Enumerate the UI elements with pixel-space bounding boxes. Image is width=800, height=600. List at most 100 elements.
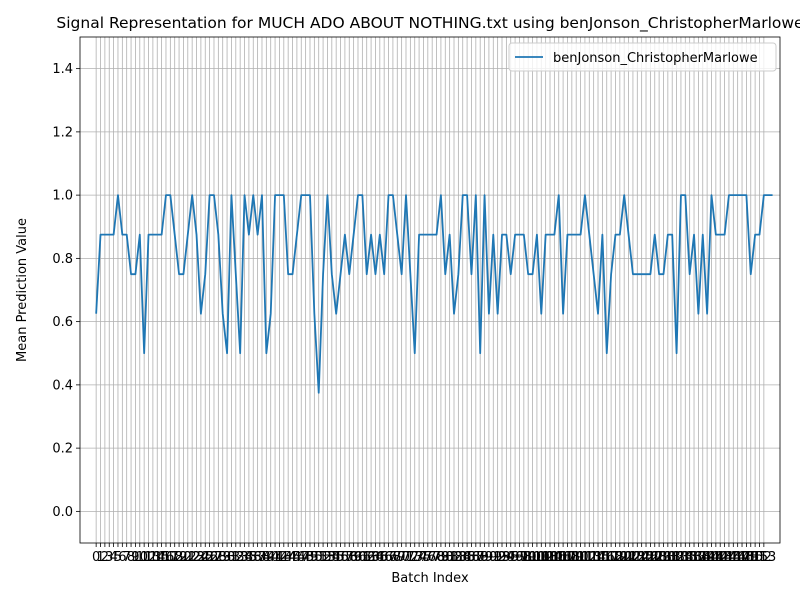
x-tick-label: 41 <box>267 550 284 565</box>
x-tick-label: 71 <box>398 550 415 565</box>
x-tick-label: 68 <box>385 550 402 565</box>
x-tick-label: 25 <box>197 550 214 565</box>
x-tick-label: 75 <box>415 550 432 565</box>
x-tick-label: 117 <box>594 550 619 565</box>
x-tick-label: 47 <box>293 550 310 565</box>
x-tick-label: 24 <box>193 550 210 565</box>
x-tick-label: 132 <box>660 550 685 565</box>
y-tick-label: 0.8 <box>52 252 73 267</box>
x-tick-label: 83 <box>450 550 467 565</box>
x-tick-label: 10 <box>132 550 149 565</box>
x-tick-label: 104 <box>538 550 563 565</box>
x-tick-label: 105 <box>542 550 567 565</box>
x-tick-label: 93 <box>494 550 511 565</box>
x-tick-label: 121 <box>612 550 637 565</box>
x-tick-label: 36 <box>245 550 262 565</box>
x-tick-label: 141 <box>699 550 724 565</box>
x-tick-label: 19 <box>171 550 188 565</box>
x-tick-label: 143 <box>708 550 733 565</box>
x-tick-label: 32 <box>228 550 245 565</box>
x-tick-label: 96 <box>507 550 524 565</box>
x-tick-label: 136 <box>677 550 702 565</box>
x-tick-label: 46 <box>289 550 306 565</box>
x-tick-label: 133 <box>664 550 689 565</box>
x-tick-label: 20 <box>175 550 192 565</box>
x-tick-label: 77 <box>424 550 441 565</box>
x-tick-label: 85 <box>459 550 476 565</box>
legend-box <box>508 42 777 72</box>
x-tick-label: 122 <box>616 550 641 565</box>
x-tick-label: 44 <box>280 550 297 565</box>
x-tick-label: 67 <box>380 550 397 565</box>
x-tick-label: 26 <box>201 550 218 565</box>
x-tick-label: 101 <box>525 550 550 565</box>
x-tick-label: 144 <box>712 550 737 565</box>
x-tick-label: 34 <box>236 550 253 565</box>
x-tick-label: 113 <box>577 550 602 565</box>
x-tick-label: 119 <box>603 550 628 565</box>
x-tick-label: 115 <box>586 550 611 565</box>
x-tick-label: 30 <box>219 550 236 565</box>
x-tick-label: 58 <box>341 550 358 565</box>
x-tick-label: 5 <box>114 550 122 565</box>
series-layer <box>95 194 773 394</box>
x-tick-label: 128 <box>642 550 667 565</box>
x-tick-label: 12 <box>140 550 157 565</box>
x-tick-label: 39 <box>258 550 275 565</box>
x-tick-label: 81 <box>441 550 458 565</box>
x-tick-label: 59 <box>345 550 362 565</box>
x-tick-label: 138 <box>686 550 711 565</box>
x-tick-label: 89 <box>476 550 493 565</box>
x-tick-label: 91 <box>485 550 502 565</box>
x-tick-label: 130 <box>651 550 676 565</box>
x-tick-label: 97 <box>511 550 528 565</box>
y-axis-title: Mean Prediction Value <box>15 218 30 362</box>
x-tick-label: 78 <box>428 550 445 565</box>
x-tick-label: 23 <box>188 550 205 565</box>
x-tick-label: 149 <box>734 550 759 565</box>
x-tick-label: 116 <box>590 550 615 565</box>
x-tick-label: 126 <box>634 550 659 565</box>
x-tick-label: 88 <box>472 550 489 565</box>
x-tick-label: 145 <box>717 550 742 565</box>
x-tick-label: 152 <box>747 550 772 565</box>
x-tick-label: 140 <box>695 550 720 565</box>
x-tick-label: 70 <box>393 550 410 565</box>
y-tick-label: 0.2 <box>52 442 73 457</box>
x-tick-label: 4 <box>109 550 117 565</box>
x-tick-label: 48 <box>297 550 314 565</box>
x-tick-label: 73 <box>406 550 423 565</box>
x-tick-label: 27 <box>206 550 223 565</box>
x-tick-label: 124 <box>625 550 650 565</box>
x-tick-label: 129 <box>647 550 672 565</box>
x-tick-label: 64 <box>367 550 384 565</box>
x-tick-label: 120 <box>607 550 632 565</box>
x-tick-label: 146 <box>721 550 746 565</box>
x-tick-label: 90 <box>481 550 498 565</box>
x-tick-label: 137 <box>682 550 707 565</box>
x-tick-label: 98 <box>516 550 533 565</box>
x-tick-label: 108 <box>555 550 580 565</box>
x-axis: 0123456789101112131415161718192021222324… <box>92 543 776 565</box>
x-tick-label: 86 <box>463 550 480 565</box>
x-tick-label: 15 <box>153 550 170 565</box>
x-tick-label: 131 <box>655 550 680 565</box>
x-tick-label: 43 <box>276 550 293 565</box>
x-tick-label: 22 <box>184 550 201 565</box>
x-tick-label: 80 <box>437 550 454 565</box>
series-line <box>95 194 773 394</box>
legend-label: benJonson_ChristopherMarlowe <box>553 51 758 66</box>
x-tick-label: 37 <box>249 550 266 565</box>
x-tick-label: 40 <box>262 550 279 565</box>
x-tick-label: 50 <box>306 550 323 565</box>
x-tick-label: 28 <box>210 550 227 565</box>
x-tick-label: 14 <box>149 550 166 565</box>
x-tick-label: 95 <box>502 550 519 565</box>
x-tick-label: 76 <box>420 550 437 565</box>
x-tick-label: 11 <box>136 550 153 565</box>
x-tick-label: 9 <box>131 550 139 565</box>
y-tick-label: 1.2 <box>52 125 73 140</box>
x-tick-label: 49 <box>302 550 319 565</box>
x-tick-label: 102 <box>529 550 554 565</box>
